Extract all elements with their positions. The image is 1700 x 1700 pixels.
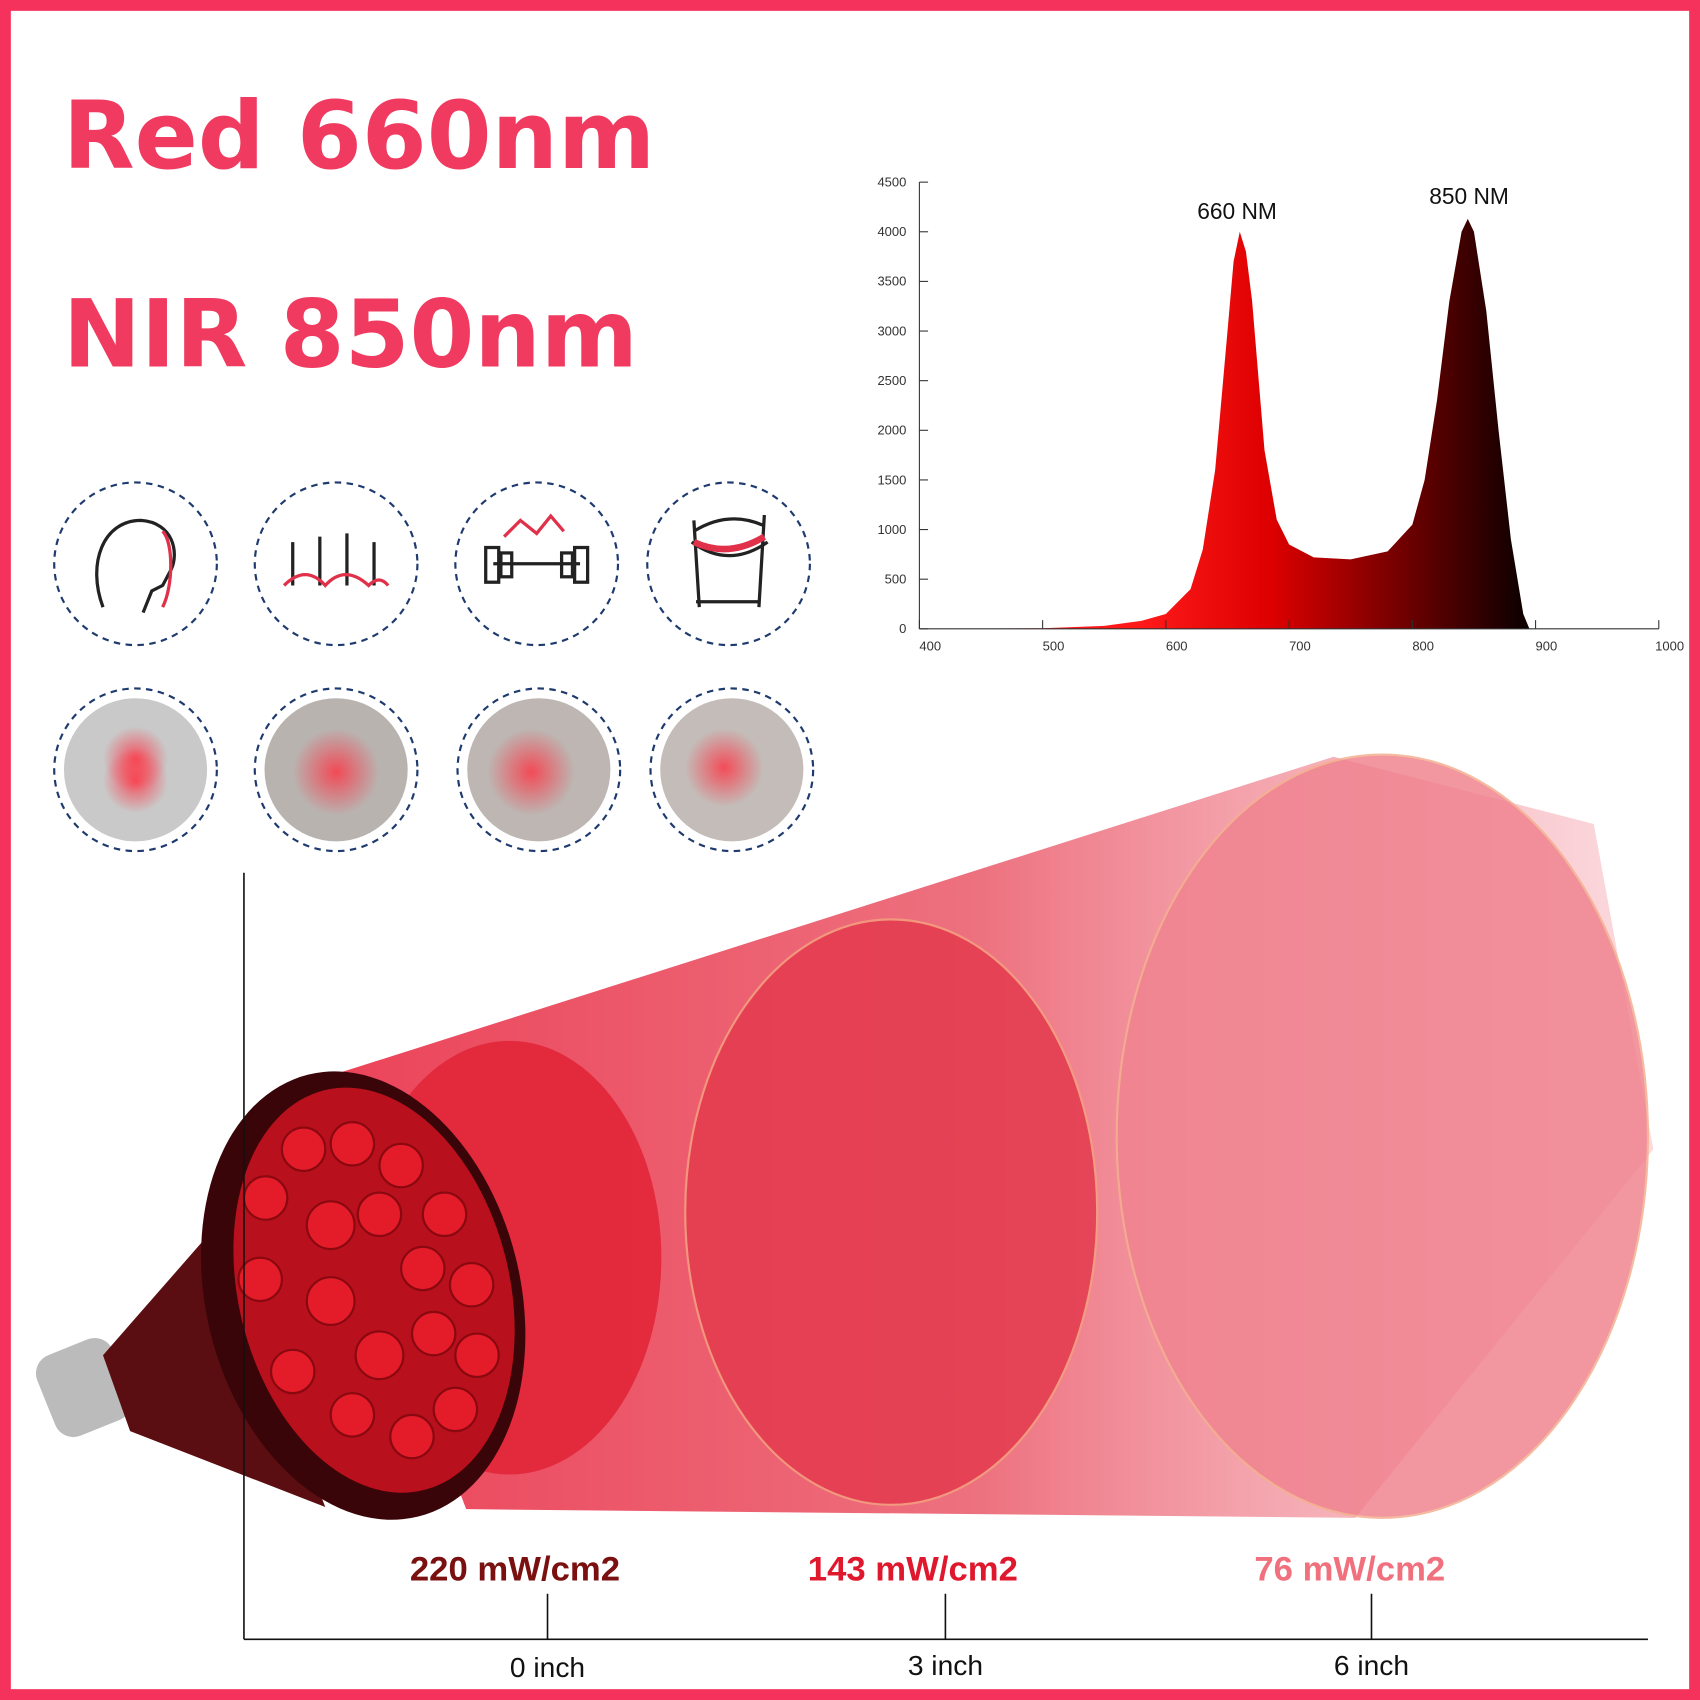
bulb-part-part [242, 1175, 289, 1221]
y-tick-label: 500 [885, 572, 907, 587]
bulb-part-part [354, 1330, 405, 1381]
spectrum-area [919, 218, 1530, 629]
light-cone [303, 753, 1654, 1519]
icon-drawings [95, 513, 769, 614]
benefit-icons-part [646, 481, 811, 647]
bulb-part-part [329, 1392, 376, 1438]
bulb-part-part [305, 1276, 356, 1326]
benefit-icons-part [253, 687, 419, 853]
peak-label: 850 NM [1429, 183, 1509, 209]
bulb-part-part [237, 1256, 283, 1303]
light-cone-part [1115, 753, 1650, 1519]
bulb-part-part [432, 1386, 479, 1433]
bulb-part-part [378, 1142, 424, 1189]
bulb-part-part [269, 1348, 316, 1395]
bulb-part-part [410, 1310, 457, 1357]
bulb-part-part [280, 1126, 327, 1173]
bulb-part [237, 1121, 500, 1460]
x-tick-label: 900 [1536, 639, 1558, 654]
y-tick-label: 0 [899, 621, 906, 636]
icon-drawings-part [572, 545, 590, 584]
icon-drawings-part [161, 530, 173, 608]
peak-label: 660 NM [1197, 198, 1277, 224]
benefit-icons-part [454, 481, 620, 647]
icon-drawings-part [95, 518, 176, 614]
light-cone-part [684, 918, 1099, 1506]
heading: Red 660nm [63, 81, 655, 190]
y-tick-label: 2000 [877, 423, 906, 438]
distance-axis [243, 872, 1648, 1641]
y-tick-label: 4000 [877, 224, 906, 239]
photo-icons [63, 698, 804, 842]
y-tick-label: 1000 [877, 522, 906, 537]
bulb-part-part [400, 1245, 446, 1292]
icon-drawings-part [690, 514, 769, 608]
benefit-icons-part [253, 481, 419, 647]
bulb-part-part [305, 1200, 356, 1251]
benefit-icons-part [649, 687, 815, 853]
bulb-part-part [421, 1191, 468, 1238]
icon-drawings-part [502, 513, 566, 538]
bulb-part-part [454, 1332, 500, 1378]
heading: NIR 850nm [63, 279, 638, 388]
photo-icons-part [292, 728, 380, 816]
irradiance-label: 143 mW/cm2 [808, 1551, 1018, 1589]
icon-drawings-part [291, 533, 376, 586]
photo-icons-part [685, 728, 764, 807]
bulb-part-part [448, 1261, 495, 1308]
icon-drawings-part [499, 551, 514, 579]
distance-label: 6 inch [1334, 1649, 1409, 1681]
icon-drawings-part [484, 545, 501, 584]
x-tick-label: 800 [1412, 639, 1434, 654]
photo-icons-part [102, 748, 169, 814]
spectrum-chart: 0 500 1000 1500 2000 2500 3000 3500 4000 4500 400 5… [877, 174, 1684, 653]
y-tick-label: 1500 [877, 472, 906, 487]
x-tick-label: 600 [1166, 639, 1188, 654]
x-tick-label: 700 [1289, 639, 1311, 654]
y-tick-label: 3000 [877, 323, 906, 338]
bulb-part-part [356, 1191, 403, 1238]
y-tick-label: 2500 [877, 373, 906, 388]
bulb-part-part [329, 1121, 376, 1167]
x-tick-label: 1000 [1655, 639, 1684, 654]
bulb [35, 1071, 526, 1520]
icon-drawings-part [692, 533, 767, 553]
bulb-part-part [389, 1413, 435, 1460]
distance-label: 0 inch [510, 1651, 585, 1683]
icon-drawings-part [559, 551, 575, 579]
y-tick-label: 4500 [877, 174, 906, 189]
irradiance-label: 76 mW/cm2 [1254, 1551, 1445, 1589]
benefit-icons [53, 481, 815, 853]
distance-label: 3 inch [908, 1649, 983, 1681]
benefit-icons-part [53, 481, 218, 647]
x-tick-label: 500 [1043, 639, 1065, 654]
benefit-icons-part [53, 687, 218, 853]
y-tick-label: 3500 [877, 274, 906, 289]
benefit-icons-part [456, 687, 622, 853]
x-tick-label: 400 [919, 639, 941, 654]
icon-drawings-part [282, 573, 390, 588]
photo-icons-part [487, 728, 575, 816]
irradiance-label: 220 mW/cm2 [410, 1551, 620, 1589]
